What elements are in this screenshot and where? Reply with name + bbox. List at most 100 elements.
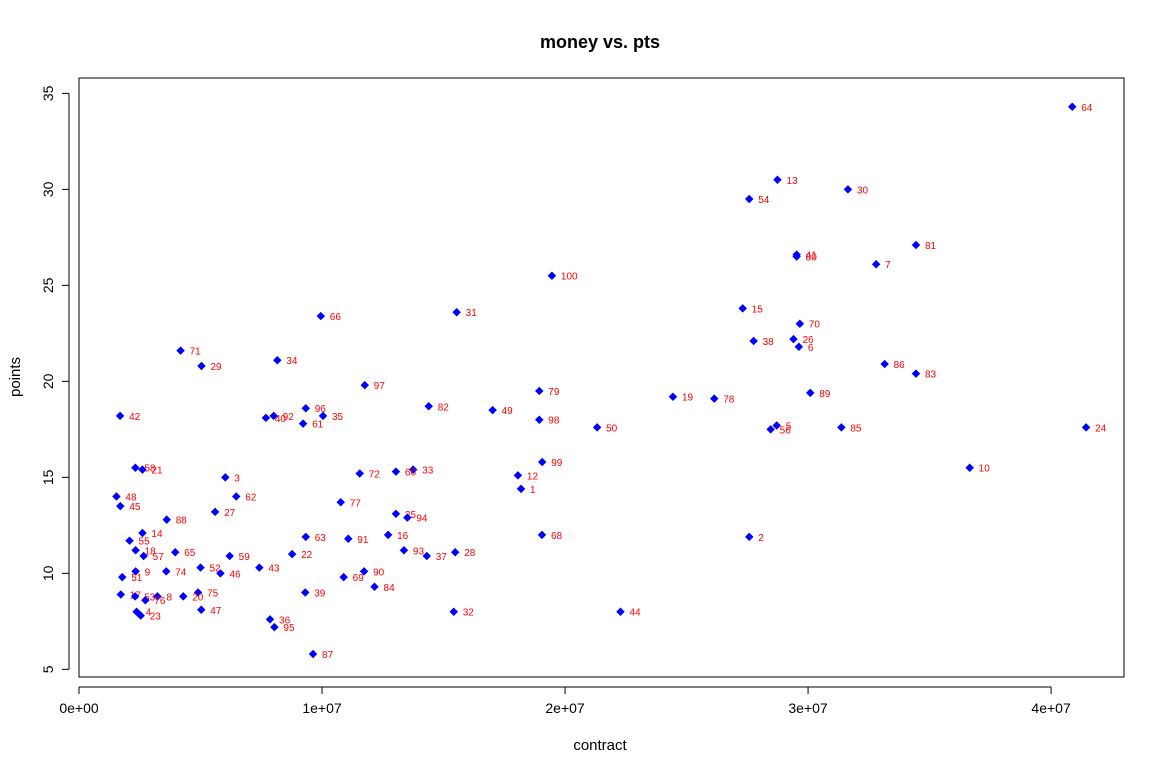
data-point-label: 52 xyxy=(210,564,222,575)
y-tick-label: 25 xyxy=(40,277,56,293)
data-point-label: 95 xyxy=(283,623,295,634)
data-point xyxy=(115,411,125,421)
data-point xyxy=(911,240,921,250)
data-point xyxy=(391,509,401,519)
data-point xyxy=(301,532,310,542)
data-point-label: 56 xyxy=(780,425,792,436)
data-point xyxy=(911,369,921,378)
data-point-label: 44 xyxy=(629,608,641,619)
data-point xyxy=(391,467,401,476)
data-point xyxy=(308,649,318,659)
data-point-label: 81 xyxy=(925,241,937,252)
y-tick-label: 15 xyxy=(40,469,56,485)
data-point xyxy=(255,563,264,572)
data-point xyxy=(355,469,364,478)
data-point xyxy=(269,411,278,421)
data-point xyxy=(789,334,798,344)
data-point xyxy=(537,530,547,540)
data-point-label: 99 xyxy=(551,458,563,469)
data-point-label: 61 xyxy=(312,420,324,431)
data-point-label: 24 xyxy=(1095,423,1107,434)
data-point xyxy=(116,501,125,511)
data-point xyxy=(871,259,881,269)
data-point-label: 40 xyxy=(275,414,287,425)
data-point xyxy=(794,342,804,352)
data-point xyxy=(488,405,497,415)
y-axis-label: points xyxy=(7,357,24,397)
data-point-label: 78 xyxy=(723,395,735,406)
data-point-label: 86 xyxy=(894,360,906,371)
data-point xyxy=(616,607,625,616)
data-point-label: 71 xyxy=(190,347,202,358)
data-point-label: 23 xyxy=(150,612,162,623)
data-point xyxy=(116,590,126,599)
data-point-label: 84 xyxy=(384,583,396,594)
data-point-label: 50 xyxy=(606,423,618,434)
data-point xyxy=(318,411,328,421)
data-point xyxy=(170,547,180,557)
data-point-label: 76 xyxy=(154,596,166,607)
data-point-label: 8 xyxy=(166,592,172,603)
data-point-label: 93 xyxy=(413,546,425,557)
data-point-label: 32 xyxy=(463,608,475,619)
data-point-label: 53 xyxy=(144,592,156,603)
data-point-label: 60 xyxy=(405,468,417,479)
data-point-label: 54 xyxy=(758,195,770,206)
data-point-label: 31 xyxy=(466,308,478,319)
data-point xyxy=(298,419,308,428)
data-point xyxy=(225,551,234,561)
data-point-label: 14 xyxy=(151,529,163,540)
data-point xyxy=(880,359,889,369)
data-point xyxy=(745,532,754,542)
y-tick-label: 35 xyxy=(40,85,56,101)
data-point-label: 27 xyxy=(224,508,236,519)
data-point xyxy=(301,403,310,413)
data-point xyxy=(843,185,853,194)
data-point xyxy=(301,588,310,597)
data-point xyxy=(336,498,345,507)
data-point-label: 58 xyxy=(144,464,156,475)
data-point xyxy=(179,592,188,601)
data-point-label: 85 xyxy=(850,423,862,434)
data-point-label: 62 xyxy=(245,493,257,504)
data-point-label: 70 xyxy=(809,320,821,331)
data-point xyxy=(766,425,775,434)
data-point-label: 96 xyxy=(315,404,327,415)
data-point-label: 69 xyxy=(353,573,365,584)
chart-title: money vs. pts xyxy=(540,32,660,52)
data-point xyxy=(710,394,719,403)
data-point xyxy=(360,380,370,390)
data-point-label: 91 xyxy=(357,535,369,546)
data-point xyxy=(287,549,297,559)
data-point xyxy=(344,534,353,544)
data-point xyxy=(408,465,418,474)
data-point-label: 6 xyxy=(808,343,814,354)
data-point xyxy=(131,463,140,472)
data-point xyxy=(399,546,409,555)
data-point xyxy=(513,471,523,480)
data-point xyxy=(795,319,805,328)
data-point-label: 48 xyxy=(125,493,137,504)
data-point xyxy=(547,271,557,280)
data-point xyxy=(516,484,526,494)
x-tick-label: 0e+00 xyxy=(59,700,99,716)
plot-area-frame xyxy=(78,77,1125,678)
data-point xyxy=(359,567,369,576)
data-point xyxy=(592,423,602,432)
data-point xyxy=(535,386,544,396)
data-point-label: 18 xyxy=(145,546,157,557)
data-point xyxy=(231,492,241,501)
data-point-label: 9 xyxy=(145,567,151,578)
data-point xyxy=(1081,423,1091,432)
data-point-label: 34 xyxy=(286,356,298,367)
data-point-label: 33 xyxy=(422,466,434,477)
data-point-label: 20 xyxy=(192,592,204,603)
data-point-label: 2 xyxy=(758,533,764,544)
data-point xyxy=(403,513,412,522)
data-point xyxy=(450,547,460,557)
data-point-label: 98 xyxy=(548,416,560,427)
data-point xyxy=(535,415,544,424)
y-tick-label: 10 xyxy=(40,565,56,581)
